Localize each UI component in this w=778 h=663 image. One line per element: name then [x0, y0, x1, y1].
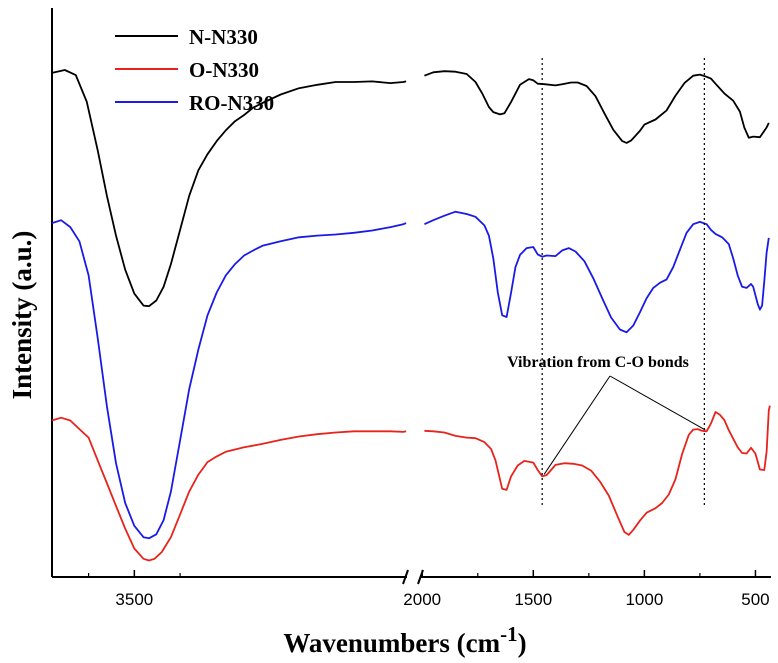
- series-line-n-n330-segment-2: [424, 70, 770, 144]
- x-tick-1000: 1000: [625, 570, 663, 609]
- series-line-n-n330-segment-1: [51, 69, 407, 308]
- x-tick-2000: 2000: [403, 570, 441, 609]
- reference-lines: [541, 58, 705, 508]
- series-line-ro-n330-segment-1: [51, 219, 407, 540]
- x-tick-1500: 1500: [514, 570, 552, 609]
- legend-entry-ro-n330: RO-N330: [115, 91, 274, 115]
- series-ro-n330: [51, 210, 770, 540]
- x-tick-label: 3500: [115, 590, 153, 609]
- plot-frame: [51, 8, 771, 585]
- series-layer: [51, 69, 771, 562]
- legend-label: N-N330: [189, 25, 258, 49]
- x-tick-label: 500: [741, 590, 769, 609]
- annotation: Vibration from C-O bonds: [507, 354, 706, 475]
- series-n-n330: [51, 69, 770, 308]
- x-axis-title-end: ): [518, 628, 527, 658]
- annotation-text: Vibration from C-O bonds: [507, 354, 689, 371]
- x-axis-title-main: Wavenumbers (cm: [283, 628, 500, 658]
- series-line-o-n330-segment-2: [424, 405, 771, 536]
- series-line-o-n330-segment-1: [51, 416, 407, 562]
- legend: N-N330 O-N330 RO-N330: [115, 25, 274, 115]
- annotation-pointer-2: [609, 375, 706, 431]
- annotation-pointer-1: [543, 375, 611, 475]
- x-tick-label: 2000: [403, 590, 441, 609]
- legend-entry-o-n330: O-N330: [115, 58, 259, 82]
- x-tick-label: 1500: [514, 590, 552, 609]
- series-o-n330: [51, 405, 771, 562]
- axis-break-mark-left: [402, 569, 409, 585]
- x-axis-title-superscript: -1: [500, 622, 518, 646]
- x-axis-ticks: 3500 2000 1500 1000 500: [87, 570, 770, 609]
- x-tick-500: 500: [741, 570, 770, 609]
- y-axis-title: Intensity (a.u.): [7, 231, 37, 400]
- x-tick-label: 1000: [625, 590, 663, 609]
- x-axis-title: Wavenumbers (cm-1): [283, 622, 526, 658]
- legend-entry-n-n330: N-N330: [115, 25, 258, 49]
- legend-label: RO-N330: [189, 91, 274, 115]
- series-line-ro-n330-segment-2: [424, 210, 770, 334]
- legend-label: O-N330: [189, 58, 259, 82]
- x-tick-3500: 3500: [115, 570, 153, 609]
